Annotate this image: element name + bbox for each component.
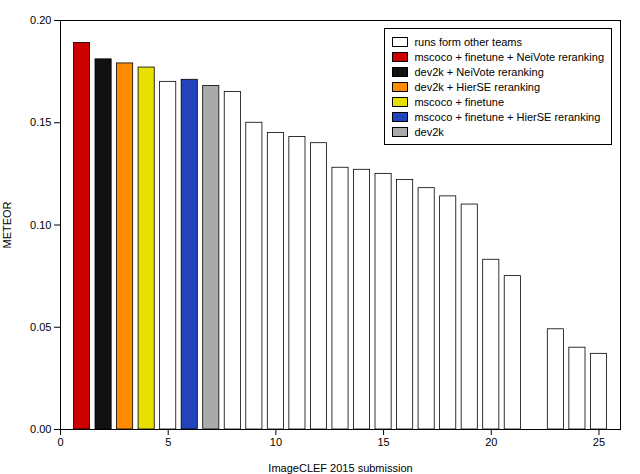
svg-text:20: 20 — [485, 436, 497, 448]
html-text:mscoco + finetune: mscoco + finetune — [414, 95, 504, 108]
svg-text:0.20: 0.20 — [30, 14, 51, 26]
svg-text:15: 15 — [377, 436, 389, 448]
svg-text:METEOR: METEOR — [1, 201, 13, 248]
svg-text:0: 0 — [57, 436, 63, 448]
svg-text:0.15: 0.15 — [30, 116, 51, 128]
svg-text:10: 10 — [270, 436, 282, 448]
svg-text:0.00: 0.00 — [30, 423, 51, 435]
html-text:dev2k + HierSE reranking: dev2k + HierSE reranking — [414, 80, 541, 93]
html-text:dev2k: dev2k — [414, 125, 444, 138]
svg-text:5: 5 — [165, 436, 171, 448]
html-text:runs form other teams: runs form other teams — [414, 35, 522, 48]
svg-text:0.10: 0.10 — [30, 219, 51, 231]
svg-text:0.05: 0.05 — [30, 321, 51, 333]
html-text:mscoco + finetune + NeiVote re: mscoco + finetune + NeiVote reranking — [414, 50, 604, 63]
svg-text:25: 25 — [593, 436, 605, 448]
html-text:mscoco + finetune + HierSE rer: mscoco + finetune + HierSE reranking — [414, 110, 601, 123]
html-text:dev2k + NeiVote reranking: dev2k + NeiVote reranking — [414, 65, 544, 78]
svg-text:ImageCLEF 2015 submission: ImageCLEF 2015 submission — [268, 462, 412, 474]
